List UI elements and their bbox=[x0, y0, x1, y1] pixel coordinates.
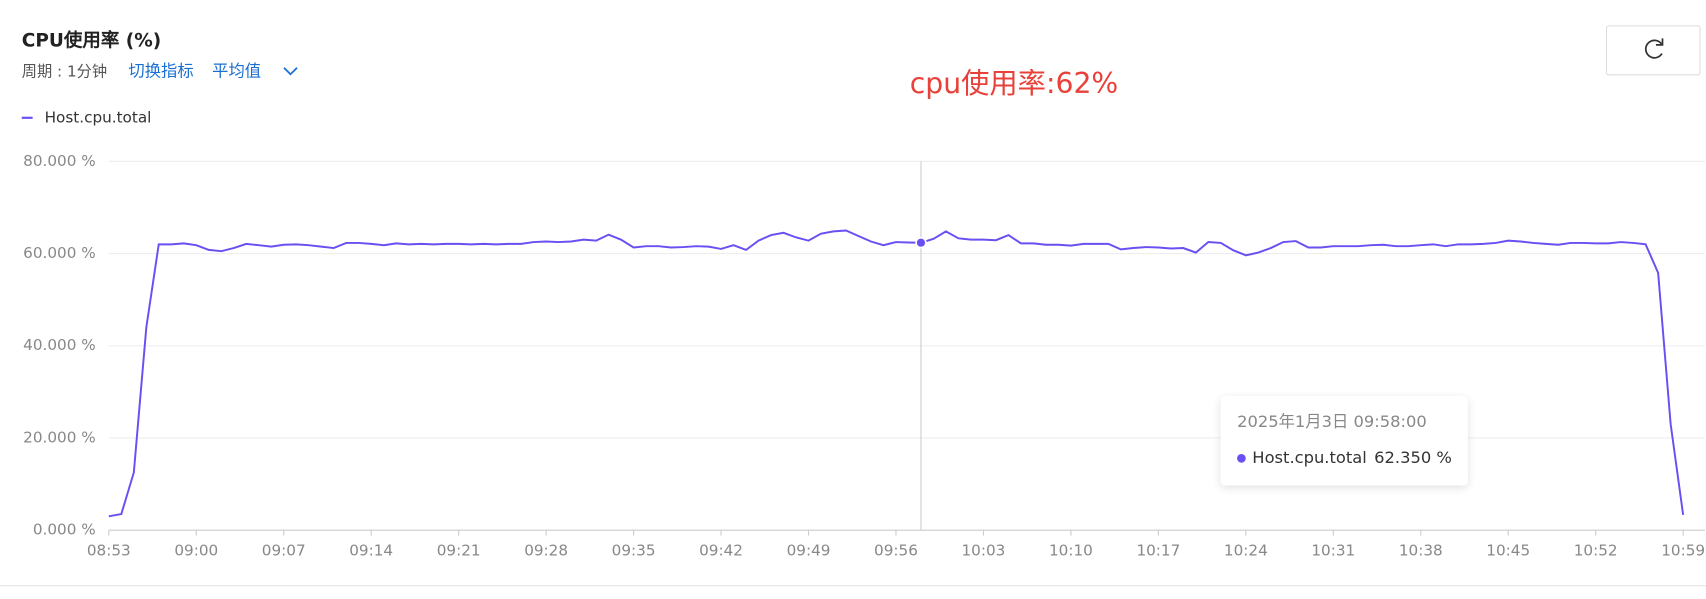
hover-point bbox=[915, 236, 927, 249]
x-tick-label: 10:17 bbox=[1136, 541, 1180, 559]
tooltip: 2025年1月3日 09:58:00 Host.cpu.total 62.350… bbox=[1220, 396, 1468, 486]
y-tick-label: 80.000 % bbox=[23, 152, 96, 170]
x-tick-label: 09:49 bbox=[787, 541, 831, 559]
refresh-button[interactable] bbox=[1605, 25, 1701, 76]
tooltip-box bbox=[1220, 396, 1468, 486]
series-line bbox=[108, 229, 1685, 518]
x-tick-label: 10:10 bbox=[1049, 541, 1093, 559]
x-tick-label: 08:53 bbox=[87, 541, 131, 559]
tooltip-swatch bbox=[1237, 453, 1246, 463]
x-tick-label: 09:56 bbox=[874, 541, 918, 559]
refresh-button-box[interactable] bbox=[1605, 25, 1701, 76]
x-tick-label: 10:38 bbox=[1399, 541, 1443, 559]
x-tick-label: 09:35 bbox=[612, 541, 656, 559]
x-tick-label: 09:00 bbox=[174, 541, 218, 559]
y-tick-label: 20.000 % bbox=[23, 428, 96, 446]
x-tick-label: 09:42 bbox=[699, 541, 743, 559]
tooltip-value: 62.350 % bbox=[1374, 448, 1452, 467]
x-tick-label: 09:21 bbox=[437, 541, 481, 559]
x-tick-label: 10:52 bbox=[1574, 541, 1618, 559]
x-tick-label: 09:28 bbox=[524, 541, 568, 559]
x-tick-label: 10:31 bbox=[1311, 541, 1355, 559]
refresh-icon-arrow[interactable] bbox=[1655, 38, 1664, 46]
x-tick-label: 10:59 bbox=[1661, 541, 1705, 559]
plot: 0.000 % 20.000 % 40.000 % 60.000 % 80.000 % 0… bbox=[23, 152, 1705, 560]
annotation: cpu使用率:62% bbox=[910, 67, 1119, 100]
y-tick-label: 40.000 % bbox=[23, 336, 96, 354]
panel-title: CPU使用率 (%) bbox=[22, 30, 161, 52]
x-tick-label: 10:03 bbox=[962, 541, 1006, 559]
tooltip-title: 2025年1月3日 09:58:00 bbox=[1237, 412, 1427, 431]
x-tick-label: 09:07 bbox=[262, 541, 306, 559]
switch-metric-link[interactable]: 切换指标 bbox=[128, 62, 193, 81]
aggregation-select[interactable]: 平均值 bbox=[212, 62, 261, 81]
x-tick-label: 09:14 bbox=[349, 541, 393, 559]
dropdown-chevron[interactable] bbox=[283, 67, 298, 76]
period: 周期 : 1分钟 bbox=[22, 63, 107, 81]
refresh-icon[interactable] bbox=[1644, 39, 1663, 59]
x-tick-label: 10:24 bbox=[1224, 541, 1268, 559]
tooltip-series: Host.cpu.total bbox=[1252, 448, 1366, 467]
y-tick-label: 60.000 % bbox=[23, 244, 96, 262]
y-tick-label: 0.000 % bbox=[33, 521, 96, 539]
x-tick-label: 10:45 bbox=[1486, 541, 1530, 559]
legend-label[interactable]: Host.cpu.total bbox=[45, 108, 152, 126]
